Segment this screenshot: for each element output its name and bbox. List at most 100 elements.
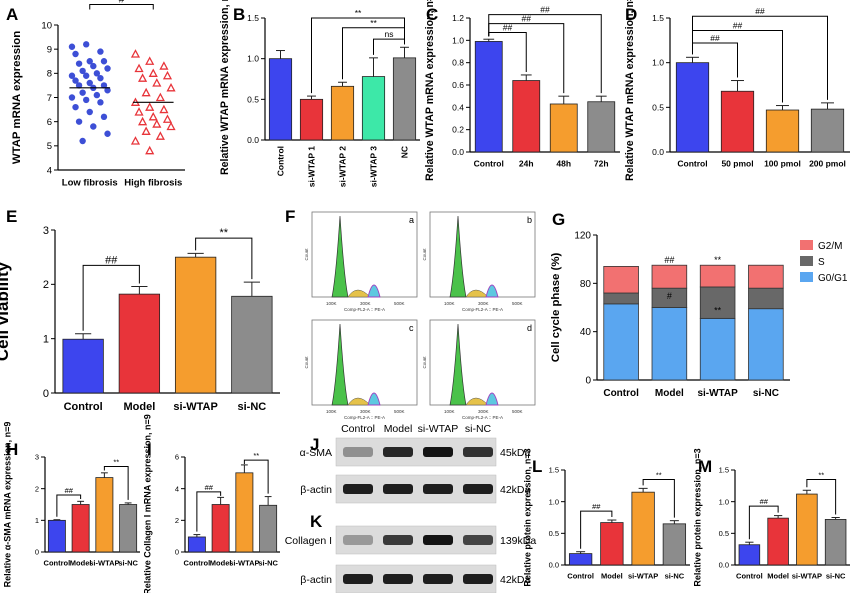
histogram-frame <box>311 211 418 298</box>
bar <box>549 103 578 153</box>
x-axis-label: Comp-FL2-A :: PE-A <box>462 415 503 420</box>
category-label: Control <box>44 559 71 568</box>
significance-bracket <box>243 459 269 494</box>
x-tick-label: 300K <box>478 301 489 306</box>
significance-bracket <box>488 14 602 94</box>
category-label: Model <box>655 388 684 399</box>
data-point <box>100 82 108 89</box>
panel-letter-c: C <box>426 5 438 24</box>
bar <box>299 98 324 141</box>
significance-bracket <box>195 237 253 280</box>
y-tick-label: 2 <box>43 279 49 291</box>
data-point <box>130 136 141 145</box>
blot-band <box>423 447 453 457</box>
data-point <box>75 60 83 67</box>
legend-label: S <box>818 257 825 268</box>
panel-h: H 0 1 2 3 Relative α-SMA mRNA expression, n=9… <box>3 422 140 587</box>
data-point <box>86 108 93 116</box>
significance-bracket <box>196 491 222 532</box>
category-label: Model <box>601 572 623 581</box>
bar <box>47 519 66 553</box>
y-tick-label: 1.0 <box>652 58 664 68</box>
y-tick-label: 0.0 <box>549 561 559 570</box>
x-tick-label: 100K <box>326 409 337 414</box>
bar <box>211 504 230 553</box>
panel-letter-d: D <box>625 5 637 24</box>
y-tick-label: 1.0 <box>719 497 729 506</box>
y-tick-label: 0 <box>585 376 591 387</box>
data-point <box>72 50 79 58</box>
category-label: Model <box>70 559 92 568</box>
panel-letter-m: M <box>698 457 712 476</box>
data-point <box>134 107 144 116</box>
x-tick-label: 100K <box>326 301 337 306</box>
y-tick-label: 0.2 <box>452 125 464 135</box>
stacked-segment <box>748 287 784 310</box>
category-label: Control <box>603 388 639 399</box>
blot-band <box>423 574 453 584</box>
panel-a: A 4 5 6 7 8 9 10 WTAP mRNA expression Low fibrosi… <box>6 0 185 189</box>
category-label: Model <box>210 559 232 568</box>
bar <box>824 519 847 566</box>
y-tick-label: 2 <box>175 516 179 525</box>
blot-band <box>343 447 373 457</box>
panel-c: C 0.0 0.2 0.4 0.6 0.8 1.0 1.2 Relative WTAP mRNA… <box>424 0 620 181</box>
significance-label: ## <box>540 5 550 15</box>
g2-peak <box>485 284 499 298</box>
category-label: Model <box>767 572 789 581</box>
category-label: si-WTAP <box>229 559 259 568</box>
data-point <box>141 87 151 97</box>
data-point <box>82 72 90 79</box>
data-point <box>72 77 79 84</box>
y-tick-label: 5 <box>47 141 52 152</box>
significance-label: ## <box>755 6 765 16</box>
bar <box>392 57 417 141</box>
data-point <box>97 99 104 106</box>
legend-swatch <box>800 240 813 250</box>
panel-letter-k: K <box>310 512 323 531</box>
significance-label: ## <box>733 21 743 31</box>
bar <box>71 504 90 553</box>
category-label: 48h <box>556 159 571 169</box>
bar <box>568 553 593 566</box>
category-label: si-NC <box>826 572 846 581</box>
panel-d: D 0.0 0.5 1.0 1.5 Relative WTAP mRNA expressi… <box>624 0 850 181</box>
blot-band <box>383 484 413 494</box>
blot-band <box>343 535 373 545</box>
y-tick-label: 1.5 <box>549 466 559 475</box>
bar <box>512 80 541 153</box>
significance-label: ** <box>714 306 722 316</box>
blot-band <box>463 484 493 494</box>
data-point <box>104 65 111 72</box>
category-label: si-WTAP <box>697 388 738 399</box>
significance-bracket <box>373 38 405 55</box>
panel-i: I 0 2 4 6 Relative Collagen I mRNA expression… <box>143 414 280 593</box>
y-tick-label: 7 <box>47 93 52 104</box>
data-point <box>93 70 101 77</box>
data-point <box>104 130 111 137</box>
y-tick-label: 80 <box>580 279 592 290</box>
bar <box>62 338 104 394</box>
histogram-frame <box>429 319 536 406</box>
subpanel-label: d <box>527 323 532 333</box>
significance-bracket <box>692 15 828 100</box>
blot-band <box>463 535 493 545</box>
y-tick-label: 0 <box>43 388 49 400</box>
y-tick-label: 0.5 <box>549 529 559 538</box>
data-point <box>72 103 79 111</box>
significance-bracket <box>748 505 779 540</box>
g1-peak <box>449 215 467 298</box>
category-label: Control <box>64 401 103 413</box>
category-label: 24h <box>519 159 534 169</box>
category-label: 100 pmol <box>764 159 801 169</box>
y-tick-label: 1.5 <box>247 13 259 23</box>
lane-label: si-NC <box>465 423 492 435</box>
data-point <box>155 92 165 102</box>
data-point <box>145 145 155 155</box>
blot-band <box>463 447 493 457</box>
data-point <box>134 63 144 73</box>
y-tick-label: 6 <box>47 117 52 128</box>
category-label: si-WTAP 2 <box>338 146 348 188</box>
